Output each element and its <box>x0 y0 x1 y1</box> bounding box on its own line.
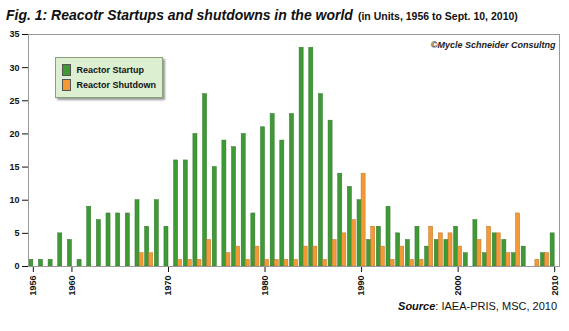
svg-text:20: 20 <box>9 129 19 139</box>
svg-text:10: 10 <box>9 195 19 205</box>
html-text:Reactor Startup: Reactor Startup <box>76 65 145 76</box>
svg-text:35: 35 <box>9 29 19 39</box>
svg-text:1990: 1990 <box>356 276 366 296</box>
html-text:Fig. 1: Reacotr Startups and s: Fig. 1: Reacotr Startups and shutdowns i… <box>6 7 518 23</box>
svg-text:0: 0 <box>14 261 19 271</box>
svg-text:30: 30 <box>9 63 19 73</box>
svg-text:5: 5 <box>14 228 19 238</box>
svg-text:1956: 1956 <box>28 276 38 296</box>
svg-text:©Mycle Schneider Consultng: ©Mycle Schneider Consultng <box>431 40 556 50</box>
svg-text:1960: 1960 <box>67 276 77 296</box>
svg-text:2000: 2000 <box>453 276 463 296</box>
svg-text:25: 25 <box>9 96 19 106</box>
svg-text:1980: 1980 <box>260 276 270 296</box>
html-text:Source: IAEA-PRIS, MSC, 2010: Source: IAEA-PRIS, MSC, 2010 <box>398 300 557 312</box>
svg-text:15: 15 <box>9 162 19 172</box>
svg-text:1970: 1970 <box>163 276 173 296</box>
html-text:Reactor Shutdown: Reactor Shutdown <box>76 80 157 91</box>
svg-text:2010: 2010 <box>550 276 560 296</box>
